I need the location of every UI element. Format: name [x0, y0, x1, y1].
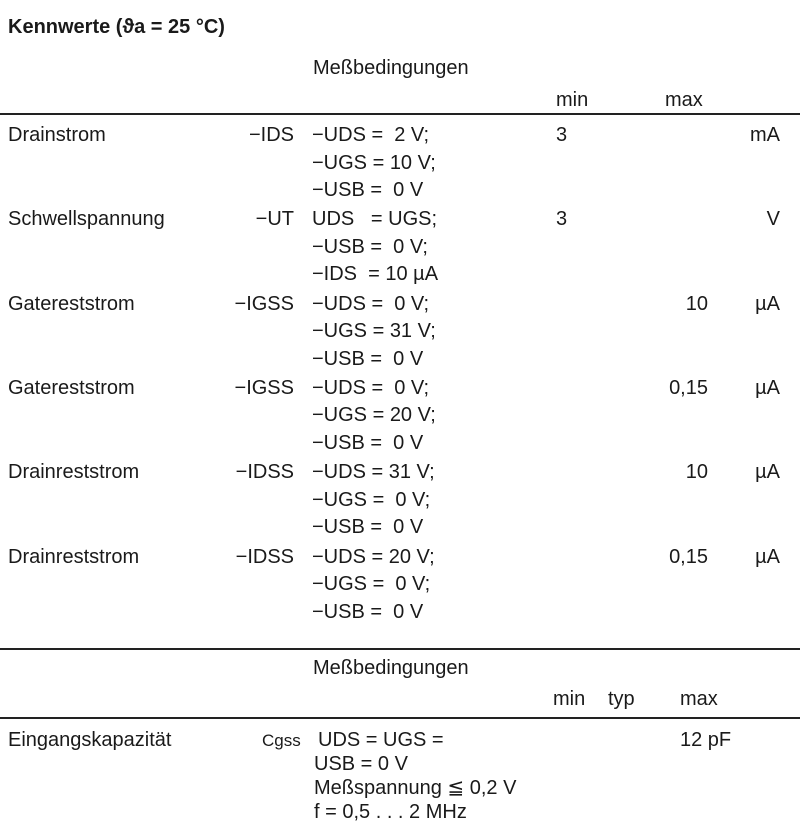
- condition-line: −UDS = 2 V;: [312, 124, 430, 146]
- parameter-symbol: −IGSS: [234, 292, 294, 315]
- max-value: 0,15: [669, 376, 708, 399]
- condition-line: −UGS = 10 V;: [312, 151, 436, 174]
- condition-line: −UGS = 0 V;: [312, 573, 431, 595]
- min-value: 3: [556, 124, 568, 146]
- typ-header-2: typ: [608, 688, 635, 710]
- condition-line: USB = 0 V: [314, 753, 408, 775]
- unit: µA: [755, 545, 780, 568]
- table-row: Drainreststrom −IDSS −UDS = 20 V; −UGS = 0 …: [0, 544, 800, 628]
- condition-line: −USB = 0 V: [312, 516, 424, 539]
- parameter-name: Drainreststrom: [8, 545, 140, 568]
- table-row: Gatereststrom −IGSS −UDS = 0 V; −UGS = 20 V…: [0, 375, 800, 459]
- parameter-name: Drainreststrom: [8, 461, 140, 484]
- condition-line: −USB = 0 V: [312, 179, 424, 201]
- condition-line: −UDS = 20 V;: [312, 545, 435, 568]
- parameter-name: Schwellspannung: [8, 208, 165, 231]
- parameter-symbol: −UT: [255, 208, 294, 231]
- condition-line: −UGS = 20 V;: [312, 404, 436, 427]
- table-row: Schwellspannung −UT UDS = UGS; −USB = 0 V; −…: [0, 206, 800, 290]
- condition-line: −IDS = 10 µA: [312, 263, 439, 286]
- condition-line: −UGS = 31 V;: [312, 320, 436, 343]
- parameter-symbol: Cgss: [262, 731, 301, 750]
- unit: µA: [755, 292, 780, 315]
- condition-line: Meßspannung ≦ 0,2 V: [314, 777, 517, 799]
- condition-line: UDS = UGS;: [312, 208, 438, 231]
- unit: mA: [750, 124, 780, 146]
- min-header-2: min: [553, 688, 586, 710]
- header-divider: [0, 113, 800, 115]
- max-value: 10: [685, 461, 708, 484]
- max-value: 0,15: [669, 545, 708, 568]
- parameter-name: Drainstrom: [8, 124, 106, 146]
- condition-line: UDS = UGS =: [318, 729, 444, 751]
- unit: µA: [755, 461, 780, 484]
- max-value: 12 pF: [680, 729, 732, 751]
- min-header: min: [556, 89, 589, 111]
- table-row: Eingangskapazität Cgss UDS = UGS = USB =…: [0, 727, 800, 823]
- unit: V: [766, 208, 780, 231]
- section-divider: [0, 648, 800, 650]
- table-row: Drainreststrom −IDSS −UDS = 31 V; −UGS = 0 …: [0, 459, 800, 543]
- section-title: Kennwerte (ϑa = 25 °C): [8, 16, 225, 38]
- parameter-name: Eingangskapazität: [8, 729, 172, 751]
- parameter-name: Gatereststrom: [8, 292, 135, 315]
- max-value: 10: [685, 292, 708, 315]
- unit: µA: [755, 376, 780, 399]
- condition-line: −USB = 0 V: [312, 431, 424, 454]
- condition-line: −USB = 0 V: [312, 347, 424, 370]
- parameter-symbol: −IDS: [248, 124, 294, 146]
- condition-line: −UDS = 31 V;: [312, 461, 435, 484]
- min-value: 3: [556, 208, 568, 231]
- condition-line: −UGS = 0 V;: [312, 488, 431, 511]
- parameter-symbol: −IDSS: [235, 545, 294, 568]
- max-header-2: max: [680, 688, 718, 710]
- conditions-header-2: Meßbedingungen: [313, 657, 469, 679]
- conditions-header: Meßbedingungen: [313, 57, 469, 79]
- table-row: Drainstrom −IDS −UDS = 2 V; −UGS = 10 V; −US…: [0, 122, 800, 206]
- max-header: max: [665, 89, 703, 111]
- condition-line: −USB = 0 V;: [312, 235, 428, 258]
- condition-line: −UDS = 0 V;: [312, 292, 430, 315]
- condition-line: −UDS = 0 V;: [312, 376, 430, 399]
- parameter-symbol: −IGSS: [234, 376, 294, 399]
- table-row: Gatereststrom −IGSS −UDS = 0 V; −UGS = 31 V…: [0, 291, 800, 375]
- parameter-name: Gatereststrom: [8, 376, 135, 399]
- parameter-symbol: −IDSS: [235, 461, 294, 484]
- header-divider-2: [0, 717, 800, 719]
- condition-line: −USB = 0 V: [312, 600, 424, 623]
- condition-line: f = 0,5 . . . 2 MHz: [314, 801, 467, 823]
